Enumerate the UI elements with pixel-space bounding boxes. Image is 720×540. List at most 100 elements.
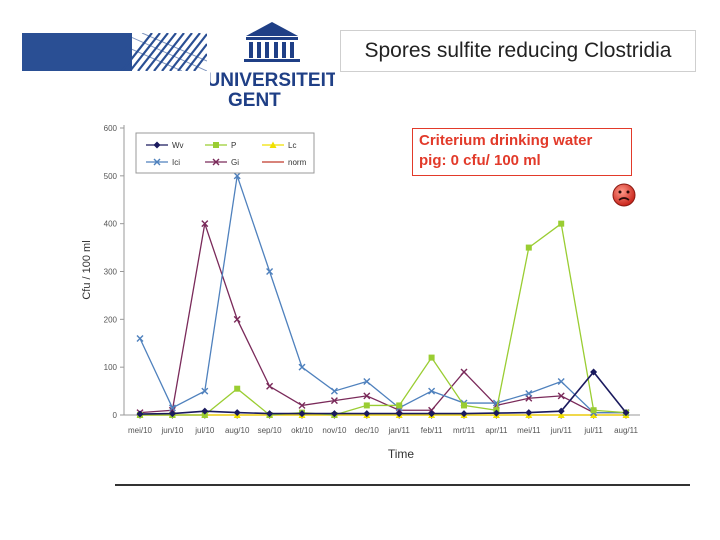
data-point	[136, 334, 144, 342]
legend-item-p: P	[205, 141, 236, 150]
data-point	[557, 378, 565, 386]
legend-item-norm: norm	[262, 158, 307, 167]
marker-stroke	[201, 387, 209, 395]
data-point	[330, 397, 338, 405]
criterion-note: Criterium drinking water pig: 0 cfu/ 100…	[412, 128, 632, 176]
marker-stroke	[330, 397, 338, 405]
legend-label: Lc	[288, 141, 296, 150]
series-line	[139, 175, 626, 414]
x-tick-label: mei/10	[128, 426, 153, 435]
y-tick-label: 500	[104, 172, 118, 181]
data-point	[233, 172, 241, 180]
data-point	[428, 354, 435, 361]
x-tick-label: jun/10	[161, 426, 184, 435]
data-point	[363, 402, 370, 409]
legend-box	[135, 132, 315, 174]
x-tick-label: aug/10	[225, 426, 250, 435]
data-point	[492, 409, 500, 417]
legend-label: norm	[288, 158, 307, 167]
data-point	[330, 410, 338, 418]
marker-stroke	[298, 401, 306, 409]
data-point	[234, 385, 241, 392]
data-point	[298, 410, 306, 418]
marker-stroke	[525, 389, 533, 397]
data-point	[363, 378, 371, 386]
series-gi	[136, 220, 630, 417]
criterion-line1: Criterium drinking water	[419, 132, 593, 149]
data-point	[622, 409, 630, 417]
marker-stroke	[298, 363, 306, 371]
data-point	[168, 404, 176, 412]
series-wv	[136, 368, 630, 418]
data-point	[266, 268, 274, 275]
logo-text-line1: UNIVERSITEIT	[210, 70, 335, 91]
chart-series	[136, 172, 630, 418]
data-point	[428, 410, 436, 418]
criterion-line2: pig: 0 cfu/ 100 ml	[419, 152, 541, 169]
x-tick-label: aug/11	[614, 426, 638, 435]
data-point	[396, 402, 403, 409]
data-point	[363, 410, 371, 418]
marker-stroke	[212, 158, 220, 166]
legend-item-lc: Lc	[262, 141, 296, 150]
series-ici	[136, 172, 630, 417]
data-point	[168, 410, 176, 418]
data-point	[201, 407, 209, 415]
y-tick-label: 0	[113, 411, 118, 420]
data-point	[363, 392, 371, 400]
data-point	[330, 387, 338, 395]
y-tick-label: 100	[104, 363, 118, 372]
marker-stroke	[168, 404, 176, 412]
marker-stroke	[428, 387, 436, 395]
x-tick-label: jun/11	[550, 426, 573, 435]
marker-stroke	[557, 378, 565, 386]
marker-stroke	[233, 172, 241, 180]
marker-stroke	[460, 368, 468, 376]
legend-label: Wv	[172, 141, 184, 150]
data-point	[428, 387, 436, 395]
logo-text-line2: GENT	[228, 90, 281, 111]
marker-stroke	[153, 158, 161, 166]
marker-stroke	[201, 220, 209, 228]
x-tick-label: jul/10	[194, 426, 215, 435]
data-point	[525, 244, 532, 251]
marker-stroke	[363, 392, 371, 400]
footer-rule	[115, 484, 690, 486]
x-tick-label: jan/11	[388, 426, 411, 435]
marker-stroke	[363, 378, 371, 386]
data-point	[590, 407, 597, 414]
legend-swatch-marker	[213, 142, 219, 148]
x-tick-label: apr/11	[485, 426, 508, 435]
legend-label: P	[231, 141, 236, 150]
marker-stroke	[330, 387, 338, 395]
series-line	[139, 223, 626, 414]
legend-swatch-marker	[153, 158, 161, 166]
data-point	[233, 315, 241, 323]
data-point	[590, 368, 598, 376]
university-logo: UNIVERSITEIT GENT	[207, 20, 338, 115]
hatch-banner	[22, 33, 207, 71]
data-point	[233, 409, 241, 417]
series-p	[137, 220, 629, 418]
sad-face-icon	[612, 183, 636, 207]
slide-title-text: Spores sulfite reducing Clostridia	[364, 39, 672, 62]
x-tick-label: okt/10	[291, 426, 313, 435]
data-point	[298, 401, 306, 409]
data-point	[590, 411, 598, 418]
marker-stroke	[266, 268, 274, 275]
data-point	[525, 389, 533, 397]
slide-title: Spores sulfite reducing Clostridia	[340, 30, 696, 72]
data-point	[460, 410, 468, 418]
x-tick-label: nov/10	[322, 426, 347, 435]
series-line	[139, 370, 627, 415]
marker-stroke	[557, 392, 565, 400]
marker-stroke	[266, 382, 274, 390]
legend-swatch-marker	[153, 141, 161, 149]
y-tick-label: 400	[104, 220, 118, 229]
data-point	[136, 410, 144, 418]
data-point	[201, 412, 208, 418]
legend-swatch-marker	[212, 158, 220, 166]
series-line	[140, 222, 627, 416]
data-point	[461, 402, 467, 409]
